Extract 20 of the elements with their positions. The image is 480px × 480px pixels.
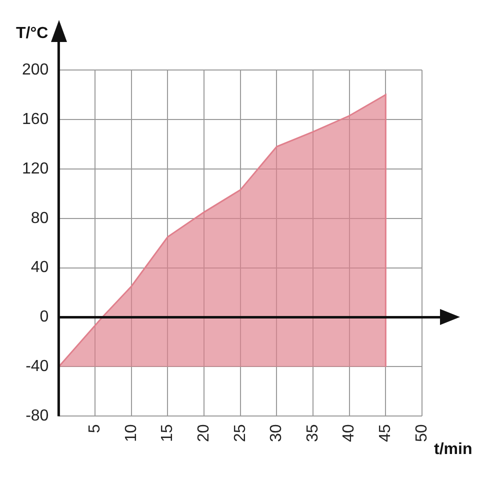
x-tick-label: 10 [122,424,140,442]
x-tick-label: 35 [304,424,322,442]
x-axis-title: t/min [434,441,472,458]
y-tick-label: -80 [26,408,49,425]
y-tick-label: 80 [30,210,49,227]
x-tick-label: 5 [86,424,104,434]
x-tick-label: 30 [268,424,286,442]
y-tick-label: -40 [26,358,49,376]
x-tick-label: 15 [159,424,176,442]
y-tick-label: 40 [30,259,49,276]
x-tick-label: 40 [340,424,358,442]
y-tick-label: 160 [22,110,49,128]
x-tick-label: 50 [413,424,430,442]
x-tick-label: 45 [377,424,394,442]
y-tick-label: 0 [40,308,49,326]
y-axis-title: T/°C [16,25,49,42]
y-tick-label: 120 [22,160,49,178]
x-tick-label: 25 [232,424,249,442]
y-tick-label: 200 [22,61,49,78]
x-tick-label: 20 [195,424,212,442]
